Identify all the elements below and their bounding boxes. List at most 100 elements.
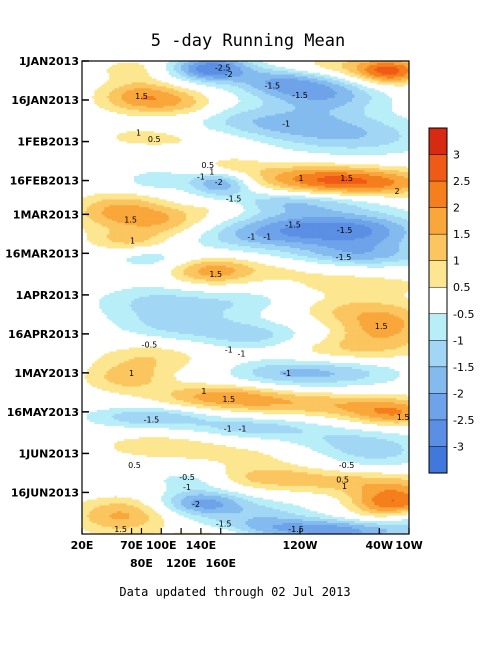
anomaly-cell [141,84,145,87]
anomaly-cell [191,66,194,70]
anomaly-cell [233,74,236,77]
anomaly-cell [332,80,336,83]
anomaly-cell [223,131,227,134]
anomaly-cell [213,66,217,70]
anomaly-cell [208,68,212,72]
anomaly-cell [141,68,145,72]
anomaly-cell [134,70,137,74]
anomaly-cell [262,62,266,66]
anomaly-cell [119,62,123,66]
anomaly-cell [131,62,135,66]
anomaly-cell [203,74,207,77]
anomaly-cell [114,86,118,89]
anomaly-cell [339,80,343,83]
anomaly-cell [124,111,127,115]
anomaly-cell [260,64,264,68]
anomaly-cell [247,84,251,87]
anomaly-cell [379,152,383,155]
anomaly-cell [287,88,291,91]
anomaly-cell [173,66,177,70]
anomaly-cell [300,90,303,93]
anomaly-cell [235,84,239,87]
anomaly-cell [171,72,175,76]
anomaly-cell [121,82,125,85]
anomaly-cell [371,62,375,66]
anomaly-cell [121,80,125,83]
anomaly-cell [195,82,199,85]
anomaly-cell [257,66,261,70]
anomaly-cell [307,86,311,89]
anomaly-cell [191,64,194,68]
anomaly-cell [275,68,279,72]
anomaly-cell [111,86,115,89]
anomaly-cell [238,70,241,74]
anomaly-cell [205,61,209,64]
anomaly-cell [153,82,157,85]
anomaly-cell [265,82,269,85]
anomaly-cell [230,61,234,64]
anomaly-cell [228,80,232,83]
anomaly-cell [129,64,132,68]
anomaly-cell [359,70,363,74]
anomaly-cell [309,80,313,83]
anomaly-cell [389,68,393,72]
anomaly-cell [245,64,249,68]
anomaly-cell [270,142,274,146]
anomaly-cell [302,76,306,79]
anomaly-cell [213,80,217,83]
anomaly-cell [238,78,241,81]
anomaly-cell [235,61,239,64]
anomaly-cell [255,66,259,70]
anomaly-cell [141,86,145,89]
anomaly-cell [361,70,365,74]
anomaly-cell [307,82,311,85]
anomaly-cell [148,113,152,116]
anomaly-cell [183,62,187,66]
anomaly-cell [347,86,350,89]
anomaly-cell [136,140,140,144]
anomaly-cell [371,152,375,155]
anomaly-cell [352,82,355,85]
anomaly-cell [143,68,147,72]
anomaly-cell [124,68,127,72]
anomaly-cell [394,62,398,66]
anomaly-cell [171,140,175,144]
anomaly-cell [158,90,162,93]
anomaly-cell [399,80,402,83]
anomaly-cell [280,68,284,72]
anomaly-cell [161,113,165,116]
anomaly-cell [319,80,323,83]
anomaly-cell [324,86,328,89]
anomaly-cell [265,70,269,74]
anomaly-cell [334,66,338,70]
anomaly-cell [151,80,155,83]
anomaly-cell [317,62,321,66]
anomaly-cell [314,61,318,64]
anomaly-cell [176,64,180,68]
anomaly-cell [394,84,398,87]
anomaly-cell [111,74,115,77]
anomaly-cell [309,76,313,79]
anomaly-cell [250,84,254,87]
anomaly-cell [173,61,177,64]
anomaly-cell [238,86,241,89]
anomaly-cell [233,68,236,72]
anomaly-cell [119,66,123,70]
anomaly-cell [292,78,296,81]
anomaly-cell [235,64,239,68]
anomaly-cell [290,84,293,87]
anomaly-cell [391,70,395,74]
anomaly-cell [129,82,132,85]
anomaly-cell [203,64,207,68]
anomaly-cell [198,61,202,64]
anomaly-cell [126,64,130,68]
hovmoller-plot-area: -2.5-2-1.5-1.51.5-110.50.51-1 1 1.5-22-1.5… [82,61,409,534]
anomaly-cell [260,66,264,70]
anomaly-cell [342,86,345,89]
anomaly-cell [230,72,234,76]
anomaly-cell [386,72,390,76]
anomaly-cell [186,111,189,115]
anomaly-cell [349,68,353,72]
anomaly-cell [119,82,123,85]
anomaly-cell [297,70,301,74]
